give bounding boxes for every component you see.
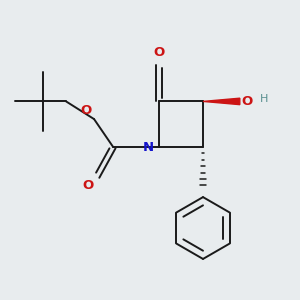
Text: H: H [260, 94, 268, 104]
Text: N: N [142, 141, 154, 154]
Polygon shape [203, 98, 240, 105]
Text: O: O [82, 179, 94, 192]
Text: O: O [241, 95, 253, 108]
Text: O: O [153, 46, 164, 59]
Text: O: O [80, 104, 92, 117]
